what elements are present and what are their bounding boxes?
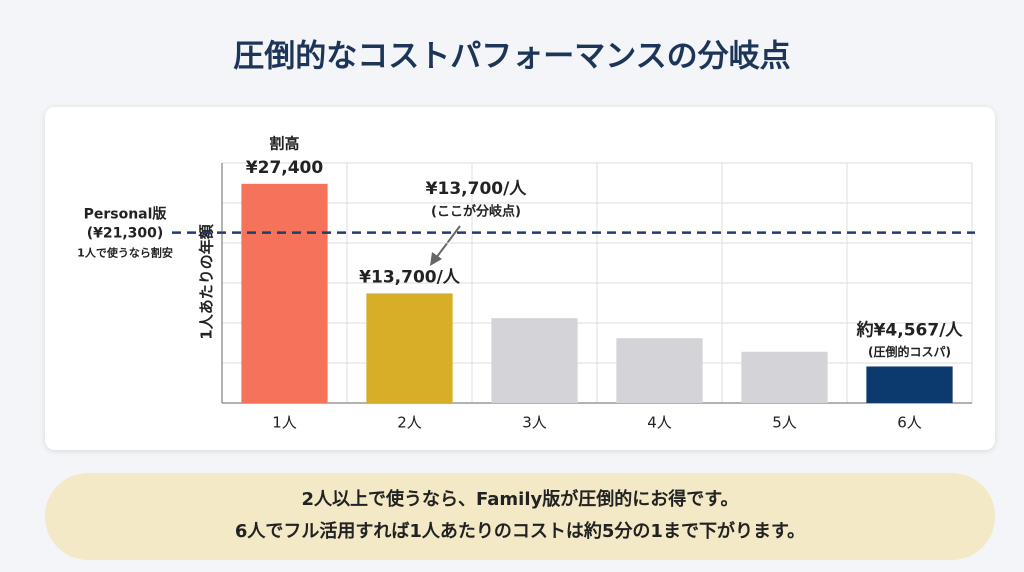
bar (241, 183, 328, 403)
x-tick-label: 4人 (647, 414, 672, 432)
x-tick-label: 6人 (897, 414, 922, 432)
footer-box (45, 473, 995, 560)
value-label: ¥27,400 (246, 158, 324, 178)
value-label: ¥13,700/人 (359, 267, 461, 287)
x-tick-label: 3人 (522, 414, 547, 432)
x-tick-label: 5人 (772, 414, 797, 432)
reference-note: 1人で使うなら割安 (77, 246, 173, 260)
annotation-arrow (435, 225, 461, 259)
annotation-subtext: (ここが分岐点) (431, 204, 521, 220)
value-label: 約¥4,567/人 (856, 319, 964, 340)
x-tick-label: 2人 (397, 414, 422, 432)
bar (616, 338, 703, 403)
footer-line: 2人以上で使うなら、Family版が圧倒的にお得です。 (302, 488, 739, 510)
footer-line: 6人でフル活用すれば1人あたりのコストは約5分の1まで下がります。 (235, 520, 805, 542)
bar (741, 351, 828, 403)
chart-title: 圧倒的なコストパフォーマンスの分岐点 (233, 39, 790, 75)
bar (866, 366, 953, 403)
bar (366, 293, 453, 403)
bar (491, 318, 578, 403)
reference-value: (¥21,300) (87, 226, 164, 242)
annotation-arrowhead (430, 252, 442, 266)
bar-note: (圧倒的コスパ) (868, 344, 951, 359)
reference-label: Personal版 (84, 206, 168, 223)
annotation-text: ¥13,700/人 (426, 179, 528, 199)
x-tick-label: 1人 (272, 414, 297, 432)
y-axis-label: 1人あたりの年額 (198, 223, 216, 339)
bar-note: 割高 (269, 134, 299, 152)
